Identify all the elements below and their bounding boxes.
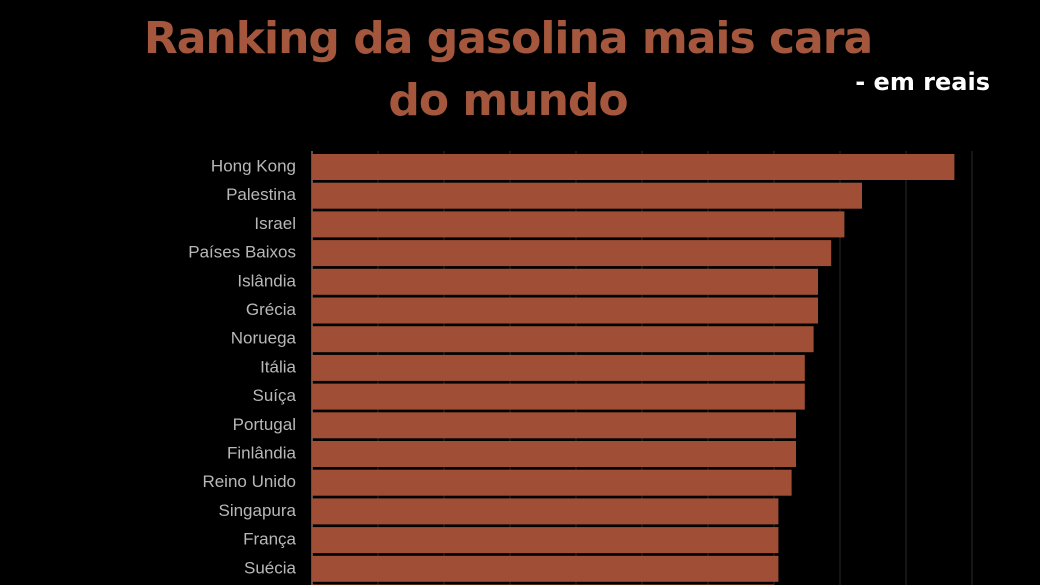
bar (312, 412, 796, 439)
bar (312, 498, 779, 525)
bar (312, 441, 796, 467)
y-tick-label: Grécia (246, 300, 297, 319)
y-tick-label: Suíça (253, 386, 297, 405)
bar (312, 326, 814, 353)
y-tick-label: Portugal (233, 415, 296, 434)
bar (312, 211, 845, 238)
y-tick-label: França (243, 530, 296, 549)
chart-subtitle: - em reais (855, 68, 990, 96)
y-tick-label: Singapura (218, 501, 296, 520)
bar (312, 240, 832, 267)
y-tick-label: Suécia (244, 558, 297, 577)
bar (312, 268, 818, 295)
y-tick-label: Hong Kong (211, 156, 296, 175)
y-tick-label: Palestina (226, 185, 296, 204)
bar (312, 154, 955, 180)
bar (312, 555, 779, 582)
y-tick-label: Islândia (237, 271, 296, 290)
chart-title: Ranking da gasolina mais cara do mundo (143, 13, 873, 126)
bar (312, 354, 805, 381)
y-tick-label: Países Baixos (188, 243, 296, 262)
y-tick-label: Finlândia (227, 443, 297, 462)
bar (312, 297, 818, 324)
y-tick-label: Noruega (231, 329, 297, 348)
y-tick-label: Reino Unido (202, 472, 296, 491)
y-tick-label: Itália (260, 357, 296, 376)
y-tick-label: Israel (254, 214, 296, 233)
bar (312, 383, 805, 410)
bar (312, 527, 779, 554)
bar (312, 469, 792, 496)
bar (312, 182, 862, 209)
